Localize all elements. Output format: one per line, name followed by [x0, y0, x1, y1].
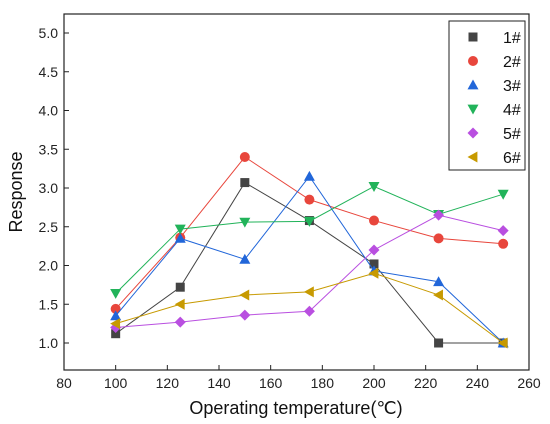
x-tick-label-4: 160 [259, 375, 283, 391]
series-6-marker-2 [239, 289, 250, 301]
y-tick-label-7: 4.5 [39, 64, 59, 80]
y-tick-label-4: 3.0 [39, 180, 59, 196]
series-6-marker-5 [433, 289, 443, 301]
series-1-marker-4 [369, 259, 379, 269]
series-6-marker-4 [368, 267, 379, 279]
x-tick-label-6: 200 [362, 375, 386, 391]
series-6-marker-1 [174, 298, 185, 310]
y-tick-label-1: 1.5 [39, 296, 59, 312]
legend-3-marker-0 [467, 79, 479, 90]
y-tick-label-5: 3.5 [39, 141, 59, 157]
legend-5-marker-0 [467, 127, 479, 139]
series-5-marker-6 [497, 225, 509, 237]
series-2-marker-2 [239, 152, 250, 162]
series-4-marker-6 [497, 189, 509, 200]
y-tick-label-3: 2.5 [39, 219, 59, 235]
series-4-marker-0 [110, 289, 122, 299]
legend-label-2: 2# [503, 54, 521, 71]
x-tick-label-5: 180 [311, 375, 335, 391]
plot-frame [63, 13, 530, 371]
series-3-marker-5 [433, 276, 445, 287]
series-5-marker-2 [239, 309, 251, 321]
series-4-marker-1 [174, 224, 186, 235]
x-tick-label-2: 120 [156, 375, 180, 391]
y-tick-label-0: 1.0 [39, 335, 59, 351]
series-3-marker-0 [110, 310, 122, 321]
series-layer [110, 152, 509, 349]
series-1-marker-1 [175, 282, 185, 292]
series-1-marker-5 [434, 338, 444, 348]
ticks-layer: 80 100 120 140 160 180 200 220 240 260 1.0 1.5 2.0 2.… [39, 25, 541, 391]
y-tick-label-2: 2.0 [39, 258, 59, 274]
series-2-marker-4 [369, 215, 379, 226]
legend-label-1: 1# [503, 30, 521, 47]
x-tick-label-1: 100 [104, 375, 128, 391]
x-tick-label-8: 240 [466, 375, 490, 391]
series-2-marker-5 [433, 233, 444, 244]
x-axis-title: Operating temperature(℃) [189, 398, 402, 418]
legend-6-marker-0 [467, 151, 478, 163]
series-1-marker-0 [111, 329, 121, 339]
series-4-marker-4 [368, 182, 380, 192]
series-5-marker-3 [303, 305, 315, 317]
legend-1-marker-0 [468, 32, 478, 42]
y-tick-label-6: 4.0 [39, 103, 59, 119]
series-2-marker-6 [498, 238, 509, 249]
x-tick-label-0: 80 [56, 375, 72, 391]
legend-2-marker-0 [468, 56, 478, 66]
series-4-marker-2 [239, 217, 251, 228]
series-6-marker-0 [110, 318, 121, 330]
series-5-marker-1 [174, 316, 186, 328]
legend-label-3: 3# [503, 78, 521, 95]
series-5-marker-4 [368, 244, 380, 256]
x-tick-label-9: 260 [517, 375, 541, 391]
series-3-marker-3 [303, 170, 315, 181]
series-2-marker-0 [110, 303, 121, 314]
series-6-marker-6 [497, 337, 508, 349]
legend-4-marker-0 [467, 104, 479, 115]
legend: 1# 2# 3# 4# 5# 6# [448, 20, 526, 171]
x-tick-label-7: 220 [414, 375, 438, 391]
x-tick-label-3: 140 [207, 375, 231, 391]
series-5-marker-5 [433, 209, 445, 221]
series-1-line [115, 181, 504, 344]
series-3-marker-2 [239, 253, 251, 264]
series-3-marker-1 [174, 232, 186, 243]
series-2-marker-3 [304, 194, 315, 205]
legend-label-6: 6# [503, 150, 521, 167]
legend-label-5: 5# [503, 126, 521, 143]
y-axis-title: Response [6, 151, 26, 232]
series-6-marker-3 [303, 286, 314, 298]
series-1-marker-2 [240, 178, 250, 188]
series-4-marker-3 [303, 216, 315, 227]
legend-label-4: 4# [503, 102, 521, 119]
y-tick-label-8: 5.0 [39, 25, 59, 41]
legend-box [448, 20, 526, 171]
